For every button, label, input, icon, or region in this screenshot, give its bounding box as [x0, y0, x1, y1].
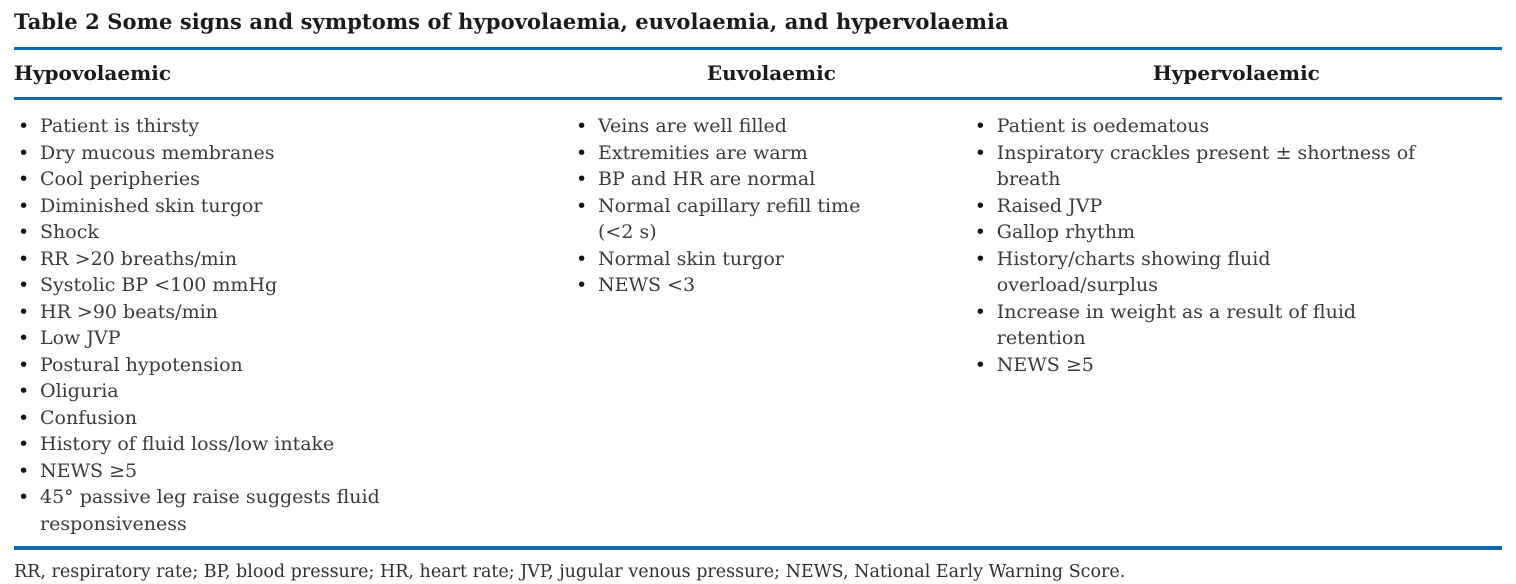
table-body: Patient is thirstyDry mucous membranesCo…: [14, 98, 1502, 550]
hypovolaemic-symptom-list: Patient is thirstyDry mucous membranesCo…: [14, 113, 572, 537]
list-item: HR >90 beats/min: [14, 299, 434, 326]
list-item: Confusion: [14, 405, 434, 432]
signs-symptoms-table: Hypovolaemic Euvolaemic Hypervolaemic Pa…: [14, 47, 1502, 550]
list-item: Cool peripheries: [14, 166, 434, 193]
euvolaemic-cell: Veins are well filledExtremities are war…: [572, 98, 971, 550]
column-header-hypovolaemic: Hypovolaemic: [14, 47, 572, 100]
list-item: Normal skin turgor: [572, 246, 877, 273]
list-item: Patient is thirsty: [14, 113, 434, 140]
list-item: Increase in weight as a result of fluid …: [971, 299, 1429, 352]
list-item: 45° passive leg raise suggests fluid res…: [14, 484, 434, 537]
hypervolaemic-symptom-list: Patient is oedematousInspiratory crackle…: [971, 113, 1502, 378]
table-header-row: Hypovolaemic Euvolaemic Hypervolaemic: [14, 47, 1502, 100]
list-item: Patient is oedematous: [971, 113, 1429, 140]
list-item: Diminished skin turgor: [14, 193, 434, 220]
list-item: Shock: [14, 219, 434, 246]
list-item: Systolic BP <100 mmHg: [14, 272, 434, 299]
column-header-hypervolaemic: Hypervolaemic: [970, 47, 1502, 100]
list-item: Gallop rhythm: [971, 219, 1429, 246]
list-item: History of fluid loss/low intake: [14, 431, 434, 458]
table-title: Table 2 Some signs and symptoms of hypov…: [14, 9, 1009, 34]
list-item: History/charts showing fluid overload/su…: [971, 246, 1429, 299]
list-item: Oliguria: [14, 378, 434, 405]
euvolaemic-symptom-list: Veins are well filledExtremities are war…: [572, 113, 971, 299]
list-item: NEWS ≥5: [14, 458, 434, 485]
list-item: Normal capillary refill time (<2 s): [572, 193, 877, 246]
list-item: RR >20 breaths/min: [14, 246, 434, 273]
list-item: Extremities are warm: [572, 140, 877, 167]
hypervolaemic-cell: Patient is oedematousInspiratory crackle…: [970, 98, 1502, 550]
list-item: BP and HR are normal: [572, 166, 877, 193]
column-header-euvolaemic: Euvolaemic: [572, 47, 971, 100]
list-item: Inspiratory crackles present ± shortness…: [971, 140, 1429, 193]
list-item: NEWS <3: [572, 272, 877, 299]
list-item: Veins are well filled: [572, 113, 877, 140]
hypovolaemic-cell: Patient is thirstyDry mucous membranesCo…: [14, 98, 572, 550]
list-item: Low JVP: [14, 325, 434, 352]
list-item: Dry mucous membranes: [14, 140, 434, 167]
table-footnote: RR, respiratory rate; BP, blood pressure…: [14, 562, 1126, 582]
list-item: Raised JVP: [971, 193, 1429, 220]
list-item: Postural hypotension: [14, 352, 434, 379]
list-item: NEWS ≥5: [971, 352, 1429, 379]
